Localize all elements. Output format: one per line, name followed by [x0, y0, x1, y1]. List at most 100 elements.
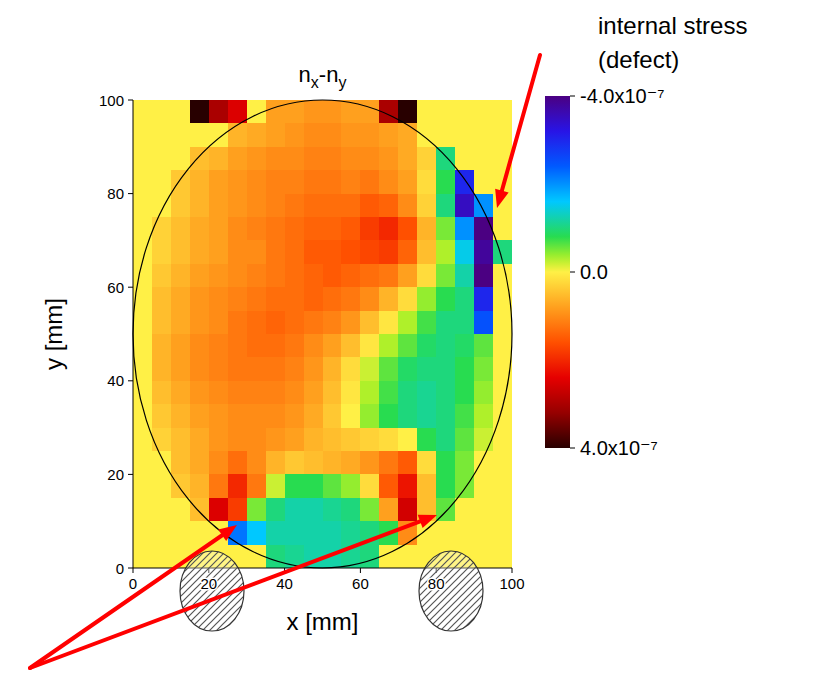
- heatmap-cell: [379, 264, 398, 288]
- heatmap-cell: [341, 311, 360, 335]
- heatmap-cell: [323, 264, 342, 288]
- heatmap-cell: [209, 357, 228, 381]
- y-tick: [128, 193, 133, 194]
- heatmap-cell: [133, 474, 152, 498]
- heatmap-cell: [304, 287, 323, 311]
- heatmap-cell: [323, 357, 342, 381]
- heatmap-cell: [398, 451, 417, 475]
- page: {"chart_data": { "type": "heatmap", "tit…: [0, 0, 817, 684]
- heatmap-cell: [323, 217, 342, 241]
- heatmap-cell: [152, 545, 171, 568]
- heatmap-cell: [152, 428, 171, 452]
- heatmap-cell: [417, 264, 436, 288]
- sample-outline: [133, 100, 512, 568]
- heatmap-cell: [190, 428, 209, 452]
- heatmap-cell: [285, 287, 304, 311]
- heatmap-cell: [190, 451, 209, 475]
- heatmap-cell: [379, 404, 398, 428]
- heatmap-cell: [190, 123, 209, 147]
- heatmap-cell: [417, 334, 436, 358]
- heatmap-cell: [360, 287, 379, 311]
- heatmap-cell: [266, 194, 285, 218]
- heatmap-cell: [190, 404, 209, 428]
- heatmap-cell: [190, 264, 209, 288]
- arrow-head: [218, 525, 237, 541]
- heatmap-cell: [417, 147, 436, 171]
- heatmap-cell: [379, 428, 398, 452]
- heatmap-cell: [171, 123, 190, 147]
- heatmap-cell: [474, 451, 493, 475]
- heatmap-cell: [209, 100, 228, 124]
- heatmap-cell: [152, 287, 171, 311]
- heatmap-cell: [247, 264, 266, 288]
- heatmap-cell: [266, 147, 285, 171]
- heatmap-cell: [436, 170, 455, 194]
- heatmap-cell: [133, 545, 152, 568]
- heatmap-cell: [341, 521, 360, 545]
- heatmap-cell: [247, 404, 266, 428]
- heatmap-cell: [304, 194, 323, 218]
- heatmap-cell: [493, 311, 512, 335]
- heatmap-cell: [360, 451, 379, 475]
- heatmap-cell: [341, 170, 360, 194]
- heatmap-cell: [228, 287, 247, 311]
- heatmap-cell: [190, 357, 209, 381]
- heatmap-cell: [474, 194, 493, 218]
- title-part: n: [326, 62, 338, 87]
- heatmap-cell: [341, 357, 360, 381]
- heatmap-cell: [190, 194, 209, 218]
- heatmap-cell: [304, 498, 323, 522]
- heatmap-cell: [455, 428, 474, 452]
- heatmap-cell: [379, 194, 398, 218]
- heatmap-cell: [360, 474, 379, 498]
- heatmap-cell: [341, 217, 360, 241]
- colorbar: [545, 96, 570, 448]
- heatmap-cell: [171, 311, 190, 335]
- heatmap-cell: [455, 240, 474, 264]
- heatmap-cell: [323, 287, 342, 311]
- heatmap-cell: [152, 123, 171, 147]
- heatmap-cell: [417, 404, 436, 428]
- heatmap-cell: [190, 287, 209, 311]
- heatmap-cell: [171, 100, 190, 124]
- heatmap-cell: [436, 147, 455, 171]
- heatmap-cell: [247, 123, 266, 147]
- heatmap-cell: [304, 170, 323, 194]
- heatmap-cell: [266, 170, 285, 194]
- heatmap-cell: [190, 100, 209, 124]
- heatmap-cell: [304, 474, 323, 498]
- heatmap-cell: [304, 147, 323, 171]
- heatmap-cell: [323, 123, 342, 147]
- heatmap-cell: [398, 170, 417, 194]
- title-part: x: [311, 74, 319, 91]
- heatmap-cell: [171, 404, 190, 428]
- heatmap-cell: [360, 100, 379, 124]
- heatmap-cell: [247, 194, 266, 218]
- heatmap-cell: [304, 100, 323, 124]
- heatmap-cell: [455, 521, 474, 545]
- heatmap-cell: [266, 287, 285, 311]
- heatmap-cell: [436, 404, 455, 428]
- heatmap-cell: [247, 428, 266, 452]
- heatmap-cell: [474, 474, 493, 498]
- x-tick-label: 0: [129, 575, 137, 592]
- heatmap-cell: [474, 170, 493, 194]
- arrow-line: [30, 521, 420, 668]
- arrow-line: [502, 55, 540, 191]
- heatmap-cell: [493, 381, 512, 405]
- heatmap-cell: [152, 170, 171, 194]
- heatmap-cell: [190, 521, 209, 545]
- heatmap-cell: [228, 428, 247, 452]
- heatmap-cell: [228, 311, 247, 335]
- heatmap-cell: [398, 123, 417, 147]
- heatmap-cell: [398, 217, 417, 241]
- heatmap-cell: [379, 147, 398, 171]
- heatmap-cell: [304, 521, 323, 545]
- heatmap-cell: [247, 381, 266, 405]
- heatmap-cell: [360, 264, 379, 288]
- heatmap-cell: [379, 474, 398, 498]
- heatmap-cell: [190, 170, 209, 194]
- heatmap-cell: [417, 311, 436, 335]
- y-tick: [128, 287, 133, 288]
- heatmap-cell: [360, 147, 379, 171]
